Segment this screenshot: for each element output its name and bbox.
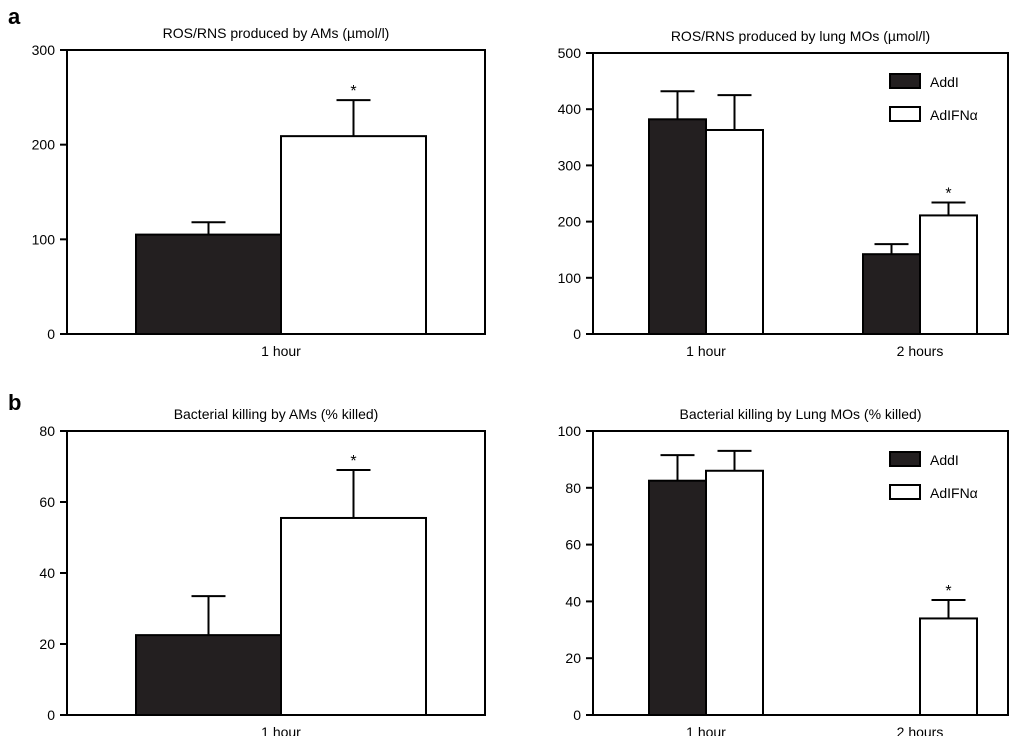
legend-label: AddI [930,74,959,90]
y-tick-label: 100 [32,231,56,247]
significance-star: * [350,453,356,470]
y-tick-label: 300 [558,157,582,173]
x-tick-label: 1 hour [261,724,301,736]
x-tick-label: 1 hour [261,343,301,359]
legend-label: AdIFNα [930,107,978,123]
legend-swatch [889,106,921,122]
y-tick-label: 200 [558,214,582,230]
y-tick-label: 100 [558,423,582,439]
significance-star: * [945,185,951,202]
y-tick-label: 0 [47,326,55,342]
chart-3: Bacterial killing by AMs (% killed) * 1 ho… [39,406,486,736]
chart-4: Bacterial killing by Lung MOs (% killed)… [558,406,1009,736]
y-tick-label: 40 [39,565,55,581]
y-tick-label: 400 [558,101,582,117]
chart-1: ROS/RNS produced by AMs (µmol/l) * 1 hour 0… [32,25,486,359]
y-tick-label: 100 [558,270,582,286]
plot-frame [592,430,1009,716]
y-tick-label: 60 [39,494,55,510]
plot-frame [592,52,1009,335]
significance-star: * [945,583,951,600]
x-tick-label: 1 hour [686,343,726,359]
chart-title: Bacterial killing by AMs (% killed) [174,406,379,422]
bar [919,617,978,716]
bar [280,135,427,335]
bar [705,128,764,335]
bar [648,118,707,336]
bar [648,479,707,717]
y-tick-label: 500 [558,45,582,61]
y-tick-label: 40 [565,593,581,609]
bar [919,214,978,335]
significance-star: * [350,83,356,100]
bar [135,634,282,716]
legend-label: AddI [930,452,959,468]
x-tick-label: 2 hours [897,343,944,359]
y-tick-label: 200 [32,137,56,153]
bar [280,516,427,716]
y-tick-label: 80 [565,480,581,496]
panel-label-a: a [8,4,21,29]
y-tick-label: 20 [39,636,55,652]
y-tick-label: 0 [573,326,581,342]
x-tick-label: 1 hour [686,724,726,736]
chart-title: ROS/RNS produced by AMs (µmol/l) [163,25,390,41]
bar [862,253,921,335]
legend-label: AdIFNα [930,485,978,501]
x-tick-label: 2 hours [897,724,944,736]
y-tick-label: 80 [39,423,55,439]
y-tick-label: 0 [573,707,581,723]
y-tick-label: 20 [565,650,581,666]
legend-swatch [889,73,921,89]
bar [135,233,282,336]
legend: AddI AdIFNα [889,451,978,501]
y-tick-label: 300 [32,42,56,58]
y-tick-label: 0 [47,707,55,723]
panel-label-b: b [8,390,22,415]
y-tick-label: 60 [565,537,581,553]
legend: AddI AdIFNα [889,73,978,123]
bar [705,469,764,717]
chart-title: Bacterial killing by Lung MOs (% killed) [680,406,922,422]
chart-2: ROS/RNS produced by lung MOs (µmol/l) 1 h… [558,28,1009,359]
legend-swatch [889,451,921,467]
legend-swatch [889,484,921,500]
plot-frame [66,49,486,335]
chart-title: ROS/RNS produced by lung MOs (µmol/l) [671,28,930,44]
